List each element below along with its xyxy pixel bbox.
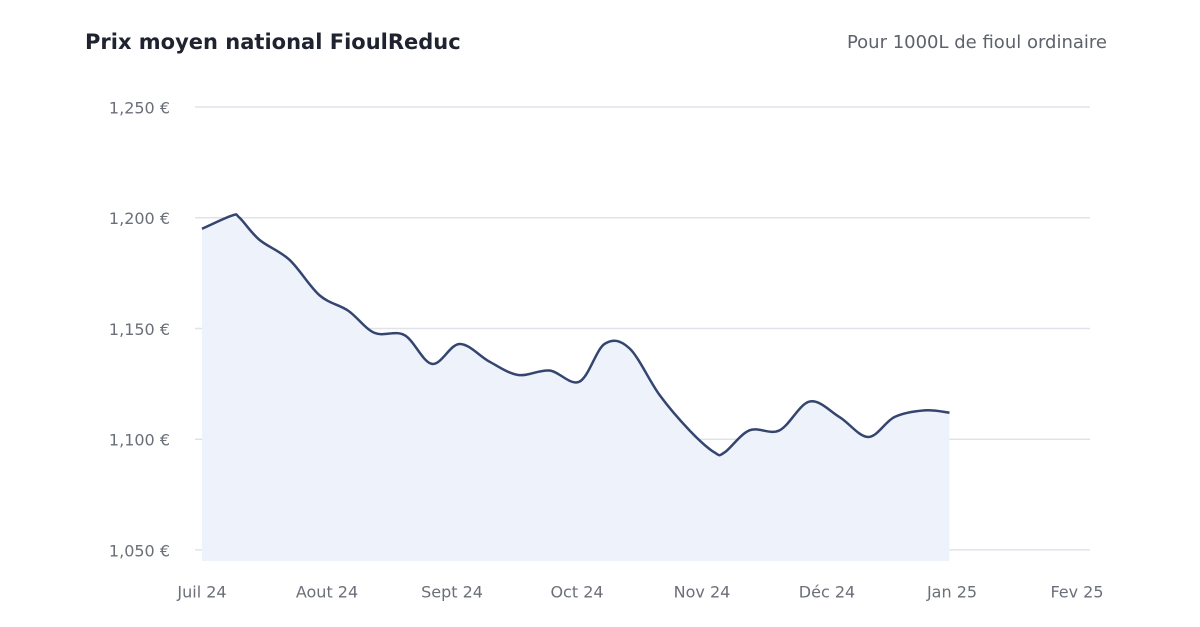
x-tick-label: Oct 24	[550, 583, 603, 602]
x-tick-label: Aout 24	[296, 583, 358, 602]
y-tick-label: 1,150 €	[109, 320, 170, 339]
chart-subtitle: Pour 1000L de fioul ordinaire	[847, 32, 1107, 53]
y-tick-label: 1,050 €	[109, 541, 170, 560]
y-tick-label: 1,100 €	[109, 431, 170, 450]
y-tick-label: 1,200 €	[109, 209, 170, 228]
chart-title: Prix moyen national FioulReduc	[85, 30, 461, 54]
area	[202, 214, 950, 562]
x-tick-label: Nov 24	[674, 583, 731, 602]
x-tick-label: Jan 25	[926, 583, 977, 602]
x-tick-label: Fev 25	[1050, 583, 1103, 602]
y-tick-label: 1,250 €	[109, 99, 170, 118]
x-tick-label: Juil 24	[176, 583, 226, 602]
x-tick-label: Sept 24	[421, 583, 483, 602]
x-tick-label: Déc 24	[799, 583, 855, 602]
line	[201, 213, 950, 457]
